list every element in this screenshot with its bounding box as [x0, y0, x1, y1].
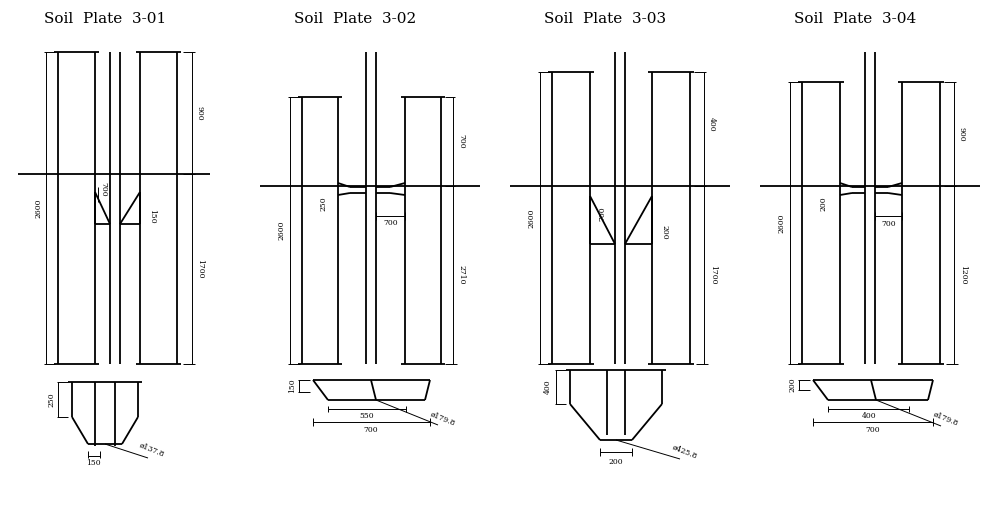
Text: 400: 400 — [861, 412, 876, 420]
Text: 700: 700 — [881, 220, 896, 228]
Text: Soil  Plate  3-04: Soil Plate 3-04 — [793, 12, 915, 26]
Text: ø179.8: ø179.8 — [428, 410, 456, 428]
Text: 200: 200 — [818, 197, 826, 211]
Text: Soil  Plate  3-01: Soil Plate 3-01 — [44, 12, 166, 26]
Text: 900: 900 — [957, 126, 965, 141]
Text: 200: 200 — [659, 225, 667, 239]
Text: 2600: 2600 — [34, 198, 42, 218]
Text: 1200: 1200 — [958, 265, 966, 285]
Text: 250: 250 — [47, 392, 55, 407]
Text: 250: 250 — [319, 197, 327, 211]
Text: 700: 700 — [364, 426, 378, 434]
Text: 150: 150 — [287, 379, 295, 393]
Text: 2710: 2710 — [456, 265, 464, 285]
Text: 150: 150 — [85, 459, 100, 467]
Text: 1700: 1700 — [709, 265, 717, 285]
Text: ø137.8: ø137.8 — [138, 441, 166, 459]
Text: 700: 700 — [597, 207, 605, 221]
Text: 2600: 2600 — [527, 208, 535, 228]
Text: ø179.8: ø179.8 — [931, 410, 959, 428]
Text: 200: 200 — [787, 378, 795, 392]
Text: 900: 900 — [195, 105, 203, 120]
Text: 700: 700 — [98, 182, 107, 196]
Text: 700: 700 — [865, 426, 880, 434]
Text: 700: 700 — [384, 219, 398, 227]
Text: 400: 400 — [708, 117, 716, 131]
Text: 1700: 1700 — [196, 259, 204, 279]
Text: 2600: 2600 — [276, 221, 284, 240]
Text: Soil  Plate  3-02: Soil Plate 3-02 — [293, 12, 415, 26]
Text: 700: 700 — [456, 134, 464, 149]
Text: 200: 200 — [608, 458, 622, 466]
Text: 400: 400 — [544, 380, 552, 394]
Text: 550: 550 — [359, 412, 374, 420]
Text: ø425.8: ø425.8 — [671, 443, 698, 461]
Text: 150: 150 — [148, 209, 156, 223]
Text: Soil  Plate  3-03: Soil Plate 3-03 — [544, 12, 665, 26]
Text: 2600: 2600 — [776, 214, 784, 233]
